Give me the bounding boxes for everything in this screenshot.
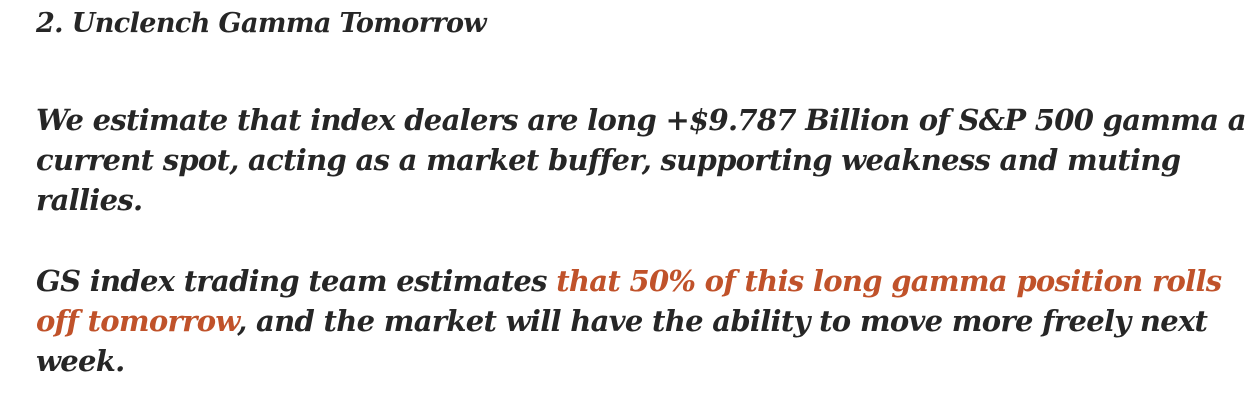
highlighted-text: off tomorrow [36,304,238,338]
gs-team-estimate-paragraph: GS index trading team estimates that 50%… [36,261,1226,381]
paragraph-line: week. [36,344,125,378]
paragraph-line: GS index trading team estimates that 50%… [36,261,1226,301]
plain-text: , and the market will have the ability t… [237,304,1208,338]
paragraph-line: We estimate that index dealers are long … [36,103,1246,137]
paragraph-line: off tomorrow, and the market will have t… [36,301,1226,341]
paragraph-line: current spot, acting as a market buffer,… [36,143,1181,177]
paragraph-line: rallies. [36,183,143,217]
plain-text: GS index trading team estimates [36,264,557,298]
highlighted-text: that 50% of this long gamma position rol… [556,264,1222,298]
section-heading: 2. Unclench Gamma Tomorrow [36,8,487,39]
gamma-estimate-paragraph: We estimate that index dealers are long … [36,100,1246,220]
